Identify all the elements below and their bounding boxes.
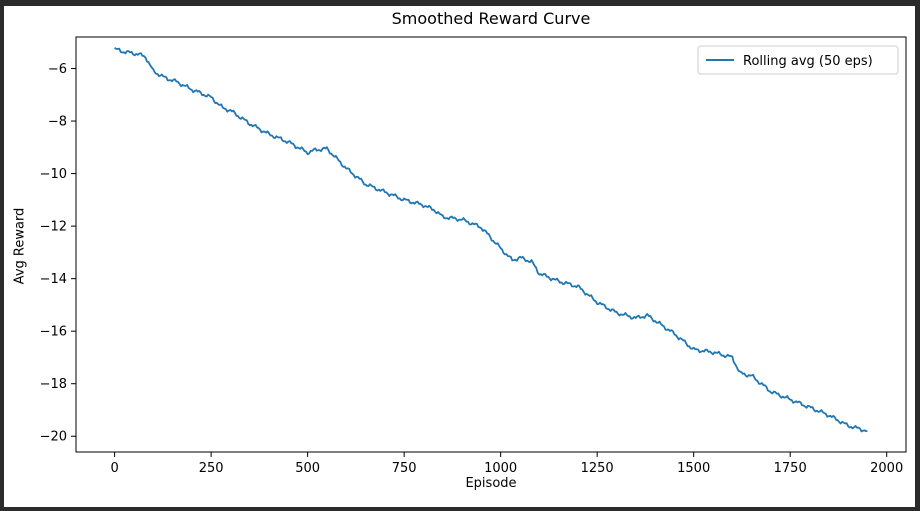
- x-tick-label: 250: [199, 461, 224, 476]
- legend-label: Rolling avg (50 eps): [743, 54, 873, 69]
- legend: Rolling avg (50 eps): [697, 45, 899, 75]
- y-tick-label: −6: [48, 62, 67, 77]
- y-tick-label: −12: [40, 220, 67, 235]
- chart-title: Smoothed Reward Curve: [391, 9, 591, 28]
- y-tick-label: −16: [40, 325, 67, 340]
- legend-box: [697, 45, 899, 75]
- y-tick-label: −14: [40, 272, 67, 287]
- y-tick-label: −18: [40, 377, 67, 392]
- series-group: [114, 47, 868, 433]
- x-tick-label: 1250: [581, 461, 614, 476]
- y-axis-ticks: −6 −8 −10 −12 −14 −16 −18 −20: [40, 62, 76, 445]
- x-tick-label: 2000: [870, 461, 903, 476]
- x-tick-label: 750: [392, 461, 417, 476]
- y-tick-label: −10: [40, 167, 67, 182]
- x-axis-label: Episode: [465, 476, 517, 491]
- plot-frame: [75, 36, 907, 453]
- x-tick-label: 1750: [774, 461, 807, 476]
- y-tick-label: −8: [48, 115, 67, 130]
- series-line: [114, 47, 868, 433]
- figure-frame: [4, 6, 915, 507]
- x-tick-label: 500: [295, 461, 320, 476]
- y-tick-label: −20: [40, 430, 67, 445]
- plot-area: [75, 36, 907, 453]
- x-tick-label: 1500: [677, 461, 710, 476]
- x-axis-ticks: 0 250 500 750 1000 1250 1500 1750 2000: [110, 452, 903, 476]
- x-tick-label: 1000: [484, 461, 517, 476]
- x-tick-label: 0: [110, 461, 118, 476]
